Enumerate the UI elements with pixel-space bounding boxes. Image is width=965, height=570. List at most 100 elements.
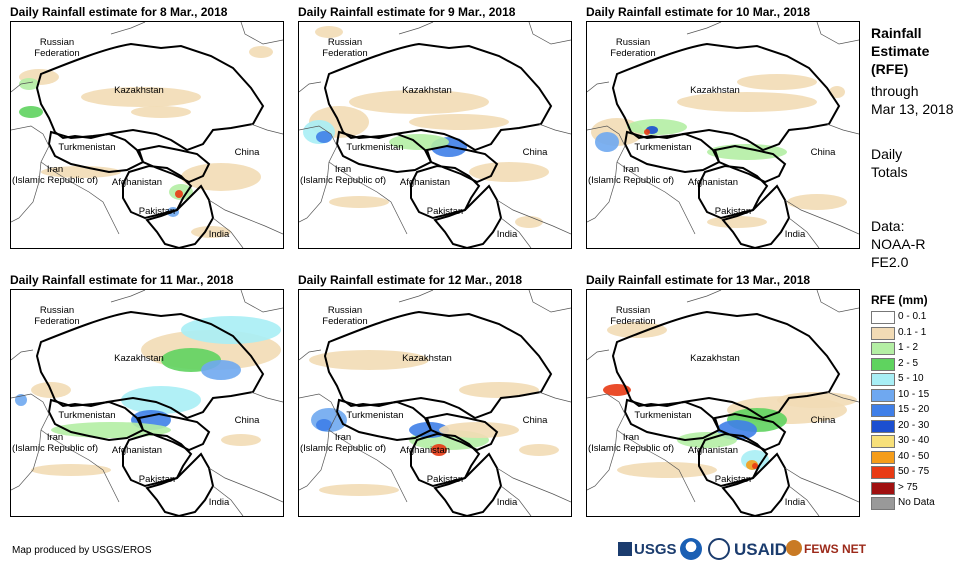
rainfall-map: Russian Federation Kazakhstan Turkmenista… (298, 21, 572, 249)
legend-swatch (871, 419, 895, 433)
label-iran: Iran (Islamic Republic of) (588, 432, 674, 454)
rainfall-area (121, 386, 201, 414)
map-panel-mar11: Daily Rainfall estimate for 11 Mar., 201… (8, 273, 286, 521)
rainfall-area (316, 419, 332, 431)
label-india: India (785, 229, 806, 240)
sidebar-date: Mar 13, 2018 (871, 101, 954, 117)
rainfall-area (617, 462, 717, 478)
panel-title: Daily Rainfall estimate for 11 Mar., 201… (10, 273, 234, 287)
label-pakistan: Pakistan (715, 206, 751, 217)
rainfall-area (607, 322, 667, 338)
rainfall-area (595, 132, 619, 152)
legend-swatch (871, 373, 895, 386)
label-afghanistan: Afghanistan (400, 177, 450, 188)
label-afghanistan: Afghanistan (112, 445, 162, 456)
map-canvas: Russian Federation Kazakhstan Turkmenista… (587, 290, 859, 516)
label-pakistan: Pakistan (427, 206, 463, 217)
legend-label: 30 - 40 (898, 435, 930, 446)
legend-label: 2 - 5 (898, 357, 919, 369)
noaa-logo (680, 538, 702, 565)
rainfall-map: Russian Federation Kazakhstan Turkmenista… (10, 21, 284, 249)
legend-swatch (871, 450, 895, 464)
label-kazakhstan: Kazakhstan (690, 353, 740, 364)
rainfall-area (677, 92, 817, 112)
country-labels: Russian Federation Kazakhstan Turkmenista… (12, 305, 260, 508)
fews-net-logo: FEWS NET (786, 540, 866, 556)
sidebar-data-source: NOAA-RFE2.0 (871, 236, 926, 270)
label-turkmenistan: Turkmenistan (58, 142, 115, 153)
rainfall-shading (19, 46, 273, 238)
legend-swatch (871, 481, 895, 495)
label-afghanistan: Afghanistan (400, 445, 450, 456)
label-iran: Iran (Islamic Republic of) (12, 164, 98, 186)
label-afghanistan: Afghanistan (688, 445, 738, 456)
legend-label: 1 - 2 (898, 342, 919, 353)
rainfall-area (752, 463, 758, 469)
sub-boundaries (11, 22, 283, 248)
panel-title: Daily Rainfall estimate for 9 Mar., 2018 (298, 5, 516, 19)
rfe-title: Rainfall Estimate (RFE) (871, 25, 930, 77)
label-turkmenistan: Turkmenistan (58, 410, 115, 421)
rainfall-area (15, 394, 27, 406)
label-china: China (811, 147, 837, 158)
label-russian-federation: Russian Federation (610, 37, 655, 59)
label-turkmenistan: Turkmenistan (346, 142, 403, 153)
label-pakistan: Pakistan (139, 206, 175, 217)
legend-swatch (871, 497, 895, 510)
rainfall-area (829, 86, 845, 98)
rainfall-area (329, 196, 389, 208)
label-russian-federation: Russian Federation (34, 37, 79, 59)
legend-label: 40 - 50 (898, 450, 930, 462)
rainfall-area (249, 46, 273, 58)
rainfall-area (389, 134, 449, 150)
country-borders (35, 310, 265, 516)
rainfall-map: Russian Federation Kazakhstan Turkmenista… (10, 289, 284, 517)
rainfall-area (131, 106, 191, 118)
rainfall-area (603, 384, 631, 396)
usaid-seal-logo (708, 538, 730, 565)
rainfall-area (409, 114, 509, 130)
rainfall-area (221, 434, 261, 446)
rainfall-area (309, 350, 429, 370)
rainfall-area (191, 226, 231, 238)
rainfall-area (81, 87, 201, 107)
credit-text: Map produced by USGS/EROS (12, 545, 152, 556)
label-iran: Iran (Islamic Republic of) (12, 432, 98, 454)
legend-label: > 75 (898, 481, 918, 493)
label-pakistan: Pakistan (715, 474, 751, 485)
rainfall-area (316, 131, 332, 143)
panel-title: Daily Rainfall estimate for 13 Mar., 201… (586, 273, 811, 287)
sub-boundaries (587, 290, 859, 516)
country-labels: Russian Federation Kazakhstan Turkmenista… (12, 37, 260, 240)
legend-swatch (871, 404, 895, 417)
label-turkmenistan: Turkmenistan (634, 142, 691, 153)
rainfall-map: Russian Federation Kazakhstan Turkmenista… (298, 289, 572, 517)
sidebar-title: Rainfall Estimate (RFE) (871, 24, 961, 78)
map-canvas: Russian Federation Kazakhstan Turkmenista… (11, 22, 283, 248)
rainfall-area (315, 26, 343, 38)
label-iran: Iran (Islamic Republic of) (300, 432, 386, 454)
rainfall-area (627, 119, 687, 135)
rainfall-area (787, 194, 847, 210)
panel-title: Daily Rainfall estimate for 12 Mar., 201… (298, 273, 523, 287)
legend-label: 15 - 20 (898, 404, 930, 415)
map-panel-mar8: Daily Rainfall estimate for 8 Mar., 2018… (8, 5, 286, 253)
sub-boundaries (299, 22, 571, 248)
rainfall-area (181, 163, 261, 191)
label-china: China (523, 147, 549, 158)
label-india: India (497, 229, 518, 240)
rainfall-area (31, 464, 111, 476)
country-borders (323, 42, 553, 248)
label-kazakhstan: Kazakhstan (402, 85, 452, 96)
rainfall-area (737, 74, 817, 90)
rainfall-map: Russian Federation Kazakhstan Turkmenista… (586, 21, 860, 249)
sub-boundaries (299, 290, 571, 516)
map-panel-mar13: Daily Rainfall estimate for 13 Mar., 201… (584, 273, 862, 521)
map-canvas: Russian Federation Kazakhstan Turkmenista… (587, 22, 859, 248)
rainfall-area (41, 166, 121, 178)
map-panel-mar10: Daily Rainfall estimate for 10 Mar., 201… (584, 5, 862, 253)
label-china: China (811, 415, 837, 426)
map-canvas: Russian Federation Kazakhstan Turkmenista… (299, 290, 571, 516)
sidebar-through: through (871, 83, 919, 99)
legend-swatch (871, 388, 895, 402)
